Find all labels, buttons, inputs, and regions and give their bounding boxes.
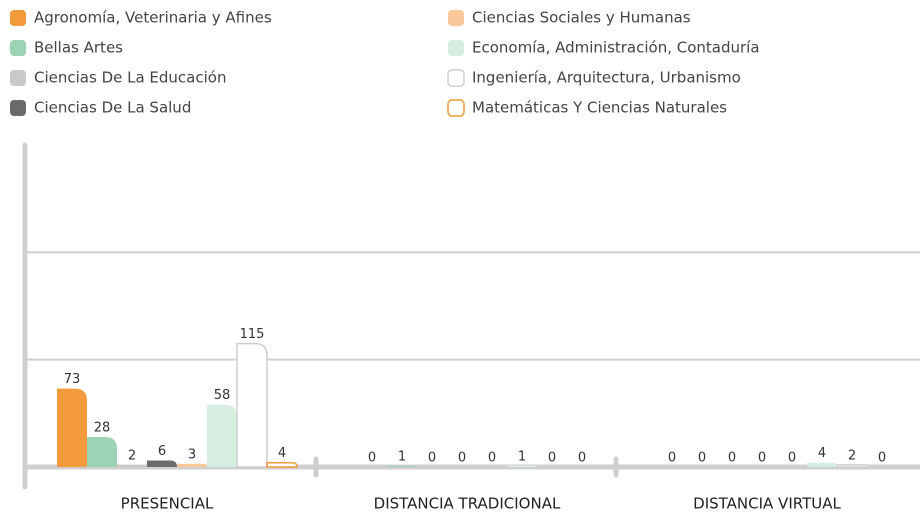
value-label: 4 — [818, 446, 826, 461]
value-label: 115 — [240, 327, 265, 342]
bar — [147, 460, 177, 467]
value-label: 0 — [758, 451, 766, 466]
bar — [387, 465, 417, 467]
value-label: 0 — [788, 451, 796, 466]
value-label: 0 — [728, 451, 736, 466]
legend-label: Agronomía, Veterinaria y Afines — [34, 9, 272, 27]
bar — [807, 462, 837, 467]
value-label: 3 — [188, 447, 196, 462]
bar — [207, 404, 237, 467]
legend-swatch — [10, 10, 26, 26]
bar — [507, 465, 537, 467]
bar — [236, 342, 268, 468]
value-label: 0 — [458, 451, 466, 466]
value-label: 0 — [668, 451, 676, 466]
value-label: 0 — [368, 451, 376, 466]
value-label: 0 — [878, 451, 886, 466]
x-tick-label: DISTANCIA VIRTUAL — [693, 495, 841, 513]
legend-label: Ciencias Sociales y Humanas — [472, 9, 691, 27]
legend-label: Bellas Artes — [34, 39, 123, 57]
x-tick-label: PRESENCIAL — [121, 495, 214, 513]
value-label: 4 — [278, 446, 286, 461]
legend-label: Economía, Administración, Contaduría — [472, 39, 760, 57]
bar — [836, 464, 868, 468]
bar — [266, 461, 298, 468]
value-label: 6 — [158, 444, 166, 459]
bar — [117, 464, 147, 467]
legend-swatch — [10, 40, 26, 56]
x-tick-label: DISTANCIA TRADICIONAL — [374, 495, 561, 513]
legend-label: Matemáticas Y Ciencias Naturales — [472, 99, 727, 117]
legend-label: Ciencias De La Salud — [34, 99, 191, 117]
legend-swatch — [447, 69, 465, 87]
bar — [57, 388, 87, 467]
value-label: 0 — [578, 451, 586, 466]
value-label: 2 — [848, 448, 856, 463]
legend-swatch — [448, 40, 464, 56]
bar — [87, 436, 117, 467]
value-label: 0 — [488, 451, 496, 466]
legend-swatch — [10, 70, 26, 86]
legend-label: Ingeniería, Arquitectura, Urbanismo — [472, 69, 741, 87]
legend-swatch — [447, 99, 465, 117]
value-label: 73 — [64, 372, 81, 387]
value-label: 1 — [398, 449, 406, 464]
legend-label: Ciencias De La Educación — [34, 69, 226, 87]
legend-swatch — [448, 10, 464, 26]
value-label: 28 — [94, 420, 111, 435]
bar — [177, 463, 207, 467]
value-label: 0 — [698, 451, 706, 466]
value-label: 2 — [128, 448, 136, 463]
value-label: 0 — [548, 451, 556, 466]
value-label: 58 — [214, 388, 231, 403]
legend-swatch — [10, 100, 26, 116]
value-label: 1 — [518, 449, 526, 464]
value-label: 0 — [428, 451, 436, 466]
